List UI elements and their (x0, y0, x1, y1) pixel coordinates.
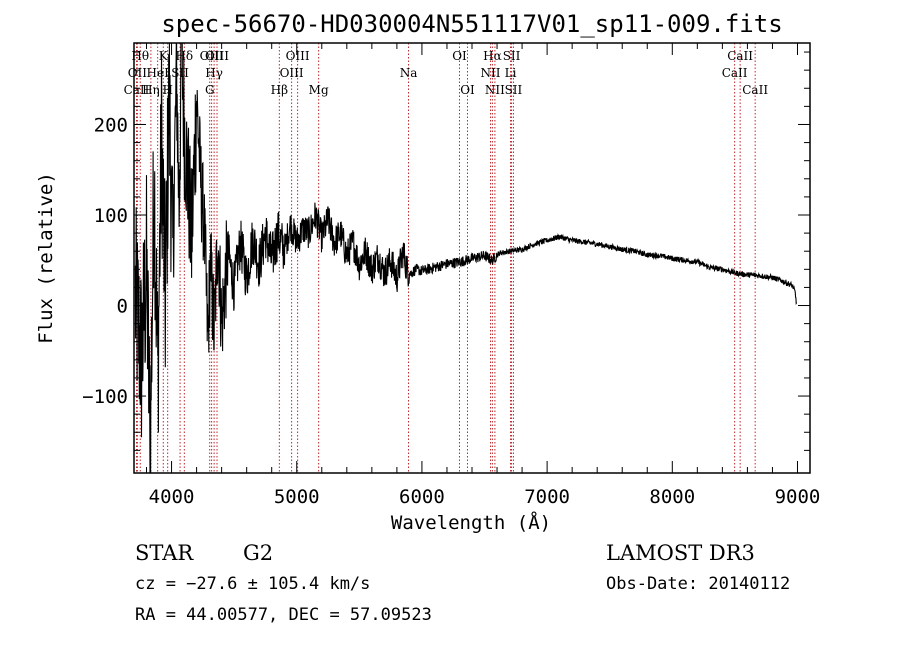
line-label: OI (452, 49, 467, 63)
x-axis: 4000 5000 6000 7000 8000 9000 (146, 43, 821, 508)
survey-name: LAMOST DR3 (606, 541, 755, 565)
line-label: SII (503, 49, 521, 63)
line-label: CaII (742, 83, 768, 97)
line-label: OI (460, 83, 475, 97)
line-label: CaII (727, 49, 753, 63)
line-label: OIII (200, 49, 224, 63)
redshift-text: cz = −27.6 ± 105.4 km/s (135, 574, 370, 594)
line-label: K (159, 49, 169, 63)
y-tick-label: 100 (94, 205, 128, 227)
y-tick-label: −100 (82, 386, 128, 408)
line-label: Hα (483, 49, 502, 63)
line-label: OIII (280, 66, 304, 80)
y-axis-label: Flux (relative) (35, 172, 57, 344)
x-tick-label: 7000 (524, 486, 570, 508)
line-label: Hη (142, 83, 160, 97)
line-label: G (205, 83, 215, 97)
line-label: NII (485, 83, 505, 97)
line-label: CaII (124, 83, 150, 97)
line-label: HeI (147, 66, 170, 80)
x-axis-label: Wavelength (Å) (391, 511, 551, 534)
y-tick-label: 200 (94, 114, 128, 136)
chart-title: spec-56670-HD030004N551117V01_sp11-009.f… (161, 10, 782, 38)
y-tick-label: 0 (117, 296, 128, 318)
line-label: Hβ (271, 83, 288, 97)
line-label: NII (481, 66, 501, 80)
spectral-line-labels: CaIIOIIHθHηHeIKHSIIHδGOIIIHγOIIIHβOIIIOI… (124, 49, 769, 97)
line-label: Li (505, 66, 517, 80)
line-label: Mg (309, 83, 329, 97)
line-label: H (162, 83, 172, 97)
x-tick-label: 4000 (149, 486, 195, 508)
x-tick-label: 9000 (775, 486, 821, 508)
line-label: Hγ (205, 66, 223, 80)
line-label: OIII (205, 49, 229, 63)
spectrum-series (134, 42, 798, 474)
observation-date: Obs-Date: 20140112 (606, 574, 790, 594)
line-label: CaII (722, 66, 748, 80)
x-tick-label: 8000 (649, 486, 695, 508)
object-subclass: G2 (243, 541, 273, 565)
x-tick-label: 6000 (399, 486, 445, 508)
y-axis: −100 0 100 200 (82, 51, 810, 451)
line-label: OII (128, 66, 148, 80)
x-tick-label: 5000 (274, 486, 320, 508)
line-label: SII (505, 83, 523, 97)
line-label: OIII (286, 49, 310, 63)
coordinates-text: RA = 44.00577, DEC = 57.09523 (135, 605, 432, 625)
line-label: Na (400, 66, 418, 80)
object-class: STAR (135, 541, 194, 565)
line-label: Hδ (175, 49, 193, 63)
